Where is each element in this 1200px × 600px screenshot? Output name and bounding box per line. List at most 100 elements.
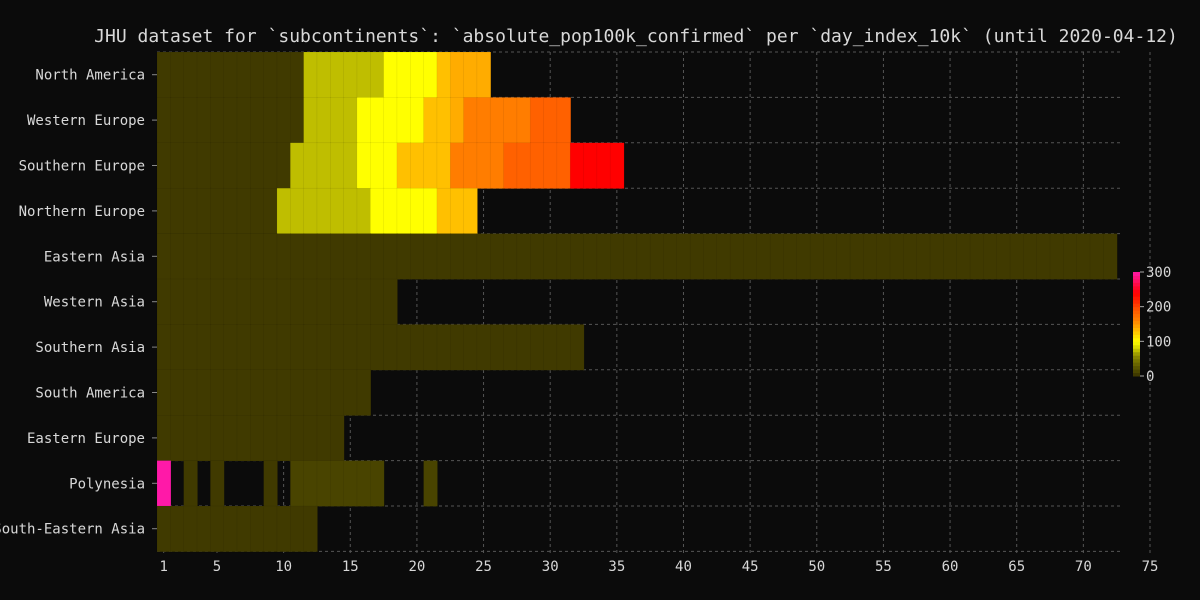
- heatmap-cell: [383, 51, 398, 99]
- y-tick-label: Western Europe: [27, 113, 145, 129]
- heatmap-cell: [356, 369, 372, 416]
- heatmap-cell: [316, 460, 332, 507]
- heatmap-cell: [663, 233, 678, 280]
- heatmap-cell: [303, 233, 318, 280]
- heatmap-cell: [263, 414, 278, 462]
- heatmap-cell: [210, 414, 225, 462]
- heatmap-cell: [183, 369, 198, 416]
- heatmap-cell: [303, 414, 318, 462]
- heatmap-cell: [370, 142, 385, 189]
- colorbar-segment: [1133, 306, 1140, 311]
- heatmap-cell: [423, 460, 438, 507]
- heatmap-cell: [343, 187, 358, 235]
- heatmap-cell: [276, 505, 292, 553]
- heatmap-cell: [250, 51, 265, 99]
- chart-title: JHU dataset for `subcontinents`: `absolu…: [94, 26, 1178, 47]
- heatmap-cell: [463, 97, 478, 144]
- colorbar-segment: [1133, 337, 1140, 342]
- y-tick-label: Western Asia: [44, 295, 145, 311]
- colorbar-tick-label: 0: [1146, 369, 1154, 385]
- heatmap-cell: [183, 414, 198, 462]
- x-tick-label: 65: [1008, 559, 1025, 575]
- y-tick-label: Northern Europe: [19, 204, 145, 220]
- heatmap-cell: [196, 414, 212, 462]
- colorbar-tick-label: 200: [1146, 300, 1171, 316]
- x-tick-label: 45: [742, 559, 759, 575]
- heatmap-cell: [196, 324, 212, 371]
- heatmap-cell: [370, 97, 385, 144]
- heatmap-cell: [756, 233, 771, 280]
- colorbar-segment: [1133, 324, 1140, 328]
- heatmap-cell: [236, 142, 252, 189]
- heatmap-cell: [396, 97, 412, 144]
- heatmap-cell: [330, 233, 345, 280]
- heatmap-cell: [210, 187, 225, 235]
- heatmap-cell: [183, 97, 198, 144]
- heatmap-cell: [316, 51, 332, 99]
- heatmap-cell: [463, 187, 478, 235]
- heatmap-cell: [343, 324, 358, 371]
- colorbar-segment: [1133, 313, 1140, 318]
- heatmap-cell: [476, 97, 492, 144]
- heatmap-cell: [383, 278, 398, 326]
- heatmap-cell: [276, 278, 292, 326]
- heatmap-cell: [356, 278, 372, 326]
- colorbar-segment: [1133, 348, 1140, 353]
- heatmap-cell: [170, 187, 185, 235]
- heatmap-cell: [196, 233, 212, 280]
- heatmap-cell: [409, 51, 425, 99]
- heatmap-cell: [250, 324, 265, 371]
- heatmap-cell: [489, 324, 505, 371]
- heatmap-cell: [423, 187, 438, 235]
- heatmap-cell: [623, 233, 638, 280]
- heatmap-cell: [676, 233, 692, 280]
- colorbar-segment: [1133, 303, 1140, 308]
- heatmap-cell: [409, 187, 425, 235]
- heatmap-cell: [609, 233, 625, 280]
- heatmap-cell: [183, 324, 198, 371]
- colorbar-segment: [1133, 327, 1140, 332]
- heatmap-cell: [943, 233, 958, 280]
- heatmap-cell: [876, 233, 891, 280]
- heatmap-cell: [969, 233, 985, 280]
- heatmap-cell: [236, 505, 252, 553]
- heatmap-cell: [423, 51, 438, 99]
- heatmap-cell: [236, 414, 252, 462]
- heatmap-cell: [316, 278, 332, 326]
- heatmap-cell: [356, 51, 372, 99]
- colorbar-segment: [1133, 355, 1140, 360]
- x-tick-label: 75: [1142, 559, 1159, 575]
- heatmap-cell: [436, 142, 452, 189]
- y-tick-label: Polynesia: [69, 476, 145, 492]
- colorbar-segment: [1133, 296, 1140, 301]
- heatmap-cell: [956, 233, 971, 280]
- heatmap-cell: [343, 460, 358, 507]
- heatmap-cell: [356, 187, 372, 235]
- colorbar-segment: [1133, 317, 1140, 322]
- heatmap-cell: [263, 278, 278, 326]
- heatmap-cell: [223, 369, 238, 416]
- heatmap-cell: [223, 324, 238, 371]
- y-tick-label: Southern Asia: [35, 340, 145, 356]
- colorbar-segment: [1133, 282, 1140, 287]
- heatmap-cell: [156, 233, 172, 280]
- heatmap-cell: [156, 142, 172, 189]
- heatmap-cell: [210, 324, 225, 371]
- heatmap-cell: [383, 187, 398, 235]
- heatmap-cell: [529, 324, 545, 371]
- heatmap-cell: [489, 233, 505, 280]
- heatmap-cell: [156, 505, 172, 553]
- heatmap-cell: [383, 142, 398, 189]
- heatmap-cell: [449, 324, 465, 371]
- heatmap-cell: [290, 414, 305, 462]
- heatmap-cell: [423, 233, 438, 280]
- x-tick-label: 15: [342, 559, 359, 575]
- colorbar-segment: [1133, 334, 1140, 339]
- heatmap-cell: [183, 51, 198, 99]
- heatmap-cell: [383, 233, 398, 280]
- heatmap-cell: [303, 278, 318, 326]
- heatmap-cell: [170, 51, 185, 99]
- heatmap-cell: [463, 233, 478, 280]
- heatmap-cell: [303, 187, 318, 235]
